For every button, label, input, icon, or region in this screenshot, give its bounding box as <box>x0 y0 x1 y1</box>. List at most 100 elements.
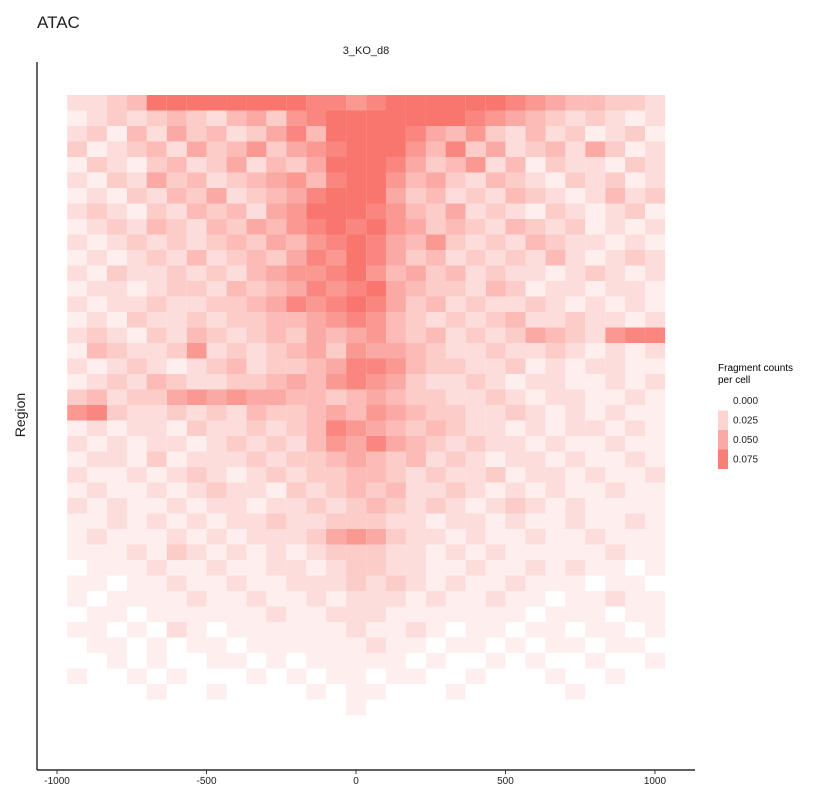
heatmap-cell <box>525 684 546 700</box>
heatmap-cell <box>405 498 426 514</box>
heatmap-cell <box>645 405 666 421</box>
heatmap-cell <box>206 141 227 158</box>
heatmap-cell <box>166 699 187 716</box>
heatmap-cell <box>445 420 466 437</box>
heatmap-cell <box>186 219 207 235</box>
heatmap-cell <box>405 188 426 204</box>
heatmap-cell <box>505 420 526 437</box>
heatmap-cell <box>106 374 127 390</box>
heatmap-cell <box>106 95 127 111</box>
heatmap-cell <box>286 389 307 406</box>
heatmap-cell <box>266 110 287 127</box>
heatmap-cell <box>106 250 127 266</box>
heatmap-cell <box>146 157 167 173</box>
heatmap-cell <box>146 529 167 545</box>
heatmap-cell <box>166 95 187 111</box>
heatmap-cell <box>625 622 646 638</box>
heatmap-cell <box>485 684 506 700</box>
heatmap-cell <box>366 203 387 220</box>
heatmap-cell <box>206 467 227 483</box>
heatmap-cell <box>206 126 227 142</box>
heatmap-cell <box>346 358 367 375</box>
heatmap-cell <box>385 219 406 235</box>
heatmap-cell <box>246 544 267 561</box>
heatmap-cell <box>126 296 148 313</box>
heatmap-cell <box>525 637 546 654</box>
heatmap-cell <box>206 389 227 406</box>
heatmap-cell <box>645 606 666 623</box>
heatmap-cell <box>485 188 506 204</box>
heatmap-cell <box>366 157 387 173</box>
heatmap-cell <box>405 296 426 313</box>
heatmap-cell <box>425 203 446 220</box>
heatmap-cell <box>286 327 307 344</box>
heatmap-cell <box>545 482 566 499</box>
heatmap-cell <box>625 389 646 406</box>
heatmap-cell <box>106 606 127 623</box>
heatmap-cell <box>306 451 327 468</box>
heatmap-cell <box>565 296 586 313</box>
heatmap-cell <box>67 389 88 406</box>
heatmap-cell <box>86 358 107 375</box>
heatmap-cell <box>226 606 247 623</box>
heatmap-cell <box>67 141 88 158</box>
heatmap-cell <box>525 436 546 452</box>
heatmap-cell <box>525 622 546 638</box>
heatmap-cell <box>425 668 446 685</box>
heatmap-cell <box>226 591 247 607</box>
heatmap-cell <box>86 575 107 592</box>
heatmap-cell <box>366 265 387 282</box>
heatmap-cell <box>186 699 207 716</box>
heatmap-cell <box>605 110 626 127</box>
heatmap-cell <box>545 436 566 452</box>
heatmap-cell <box>645 653 666 669</box>
heatmap-cell <box>525 327 546 344</box>
heatmap-cell <box>226 622 247 638</box>
heatmap-cell <box>86 622 107 638</box>
heatmap-cell <box>106 126 127 142</box>
heatmap-cell <box>326 684 347 700</box>
heatmap-cell <box>525 591 546 607</box>
heatmap-cell <box>385 188 406 204</box>
heatmap-cell <box>286 110 307 127</box>
heatmap-cell <box>366 560 387 576</box>
heatmap-cell <box>146 358 167 375</box>
heatmap-cell <box>86 343 107 359</box>
heatmap-cell <box>366 343 387 359</box>
heatmap-cell <box>585 219 606 235</box>
heatmap-cell <box>545 513 566 530</box>
heatmap-cell <box>166 296 187 313</box>
heatmap-cell <box>246 188 267 204</box>
heatmap-cell <box>366 591 387 607</box>
heatmap-cell <box>505 250 526 266</box>
heatmap-cell <box>126 529 148 545</box>
heatmap-cell <box>485 389 506 406</box>
heatmap-cell <box>565 250 586 266</box>
heatmap-cell <box>525 482 546 499</box>
heatmap-cell <box>545 668 566 685</box>
heatmap-cell <box>505 498 526 514</box>
heatmap-cell <box>465 699 486 716</box>
heatmap-cell <box>86 312 107 328</box>
heatmap-cell <box>206 436 227 452</box>
heatmap-cell <box>266 281 287 297</box>
heatmap-cell <box>186 141 207 158</box>
heatmap-cell <box>485 343 506 359</box>
heatmap-cell <box>605 467 626 483</box>
heatmap-cell <box>126 467 148 483</box>
heatmap-cell <box>86 436 107 452</box>
heatmap-cell <box>166 529 187 545</box>
heatmap-cell <box>425 95 446 111</box>
heatmap-cell <box>645 513 666 530</box>
heatmap-cell <box>166 203 187 220</box>
heatmap-cell <box>126 389 148 406</box>
heatmap-cell <box>326 575 347 592</box>
heatmap-cell <box>405 451 426 468</box>
heatmap-cell <box>485 529 506 545</box>
heatmap-cell <box>246 203 267 220</box>
heatmap-cell <box>545 358 566 375</box>
heatmap-cell <box>346 203 367 220</box>
heatmap-cell <box>445 622 466 638</box>
heatmap-cell <box>425 653 446 669</box>
